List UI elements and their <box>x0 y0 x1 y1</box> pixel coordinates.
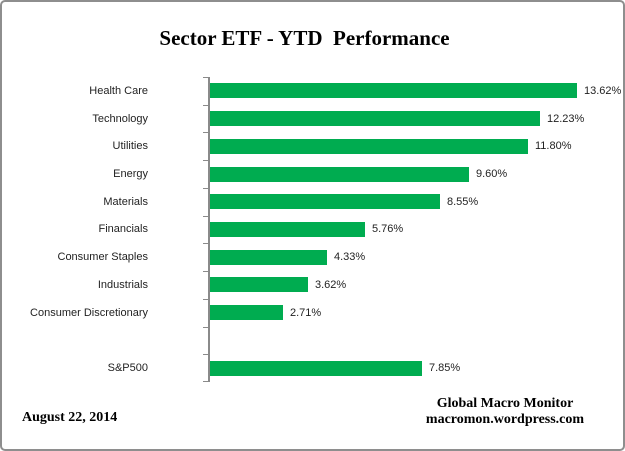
chart-row: Consumer Discretionary 2.71% <box>2 299 623 327</box>
category-label: Consumer Staples <box>57 251 149 264</box>
value-label: 2.71% <box>290 306 322 319</box>
value-label: 11.80% <box>535 140 572 153</box>
credit-source: Global Macro Monitor <box>436 396 574 411</box>
chart-row: Utilities 11.80% <box>2 132 623 160</box>
axis-tick <box>203 160 208 161</box>
bar <box>210 360 422 376</box>
bar <box>210 166 469 182</box>
bar <box>210 305 283 321</box>
axis-tick <box>203 105 208 106</box>
value-label: 13.62% <box>584 84 622 97</box>
chart-row: Materials 8.55% <box>2 188 623 216</box>
category-label: Consumer Discretionary <box>30 306 148 319</box>
bar <box>210 83 577 99</box>
value-label: 8.55% <box>447 195 479 208</box>
category-label: Technology <box>92 112 148 125</box>
category-label <box>2 327 148 355</box>
value-label: 4.33% <box>334 251 366 264</box>
axis-tick <box>203 381 208 382</box>
chart-row: Technology 12.23% <box>2 105 623 133</box>
chart-row: Health Care 13.62% <box>2 77 623 105</box>
axis-tick <box>203 243 208 244</box>
bar <box>210 111 540 127</box>
chart-title: Sector ETF - YTD Performance <box>159 26 450 50</box>
bar <box>210 221 365 237</box>
axis-tick <box>203 354 208 355</box>
chart-row: Energy 9.60% <box>2 160 623 188</box>
bar <box>210 277 308 293</box>
y-axis-line <box>208 77 210 382</box>
chart-row: Industrials 3.62% <box>2 271 623 299</box>
footer-credit: Global Macro Monitor macromon.wordpress.… <box>400 396 610 428</box>
axis-tick <box>203 77 208 78</box>
category-label: Energy <box>113 168 148 181</box>
chart-row <box>2 327 623 355</box>
value-label: 12.23% <box>547 112 585 125</box>
category-label: Materials <box>103 195 148 208</box>
category-label: Financials <box>98 223 148 236</box>
plot-area: Health Care 13.62% Technology 12.23% Utiliti… <box>2 77 623 382</box>
footer-date: August 22, 2014 <box>22 410 118 425</box>
axis-tick <box>203 271 208 272</box>
axis-tick <box>203 188 208 189</box>
value-label: 9.60% <box>476 168 508 181</box>
value-label: 7.85% <box>429 362 461 375</box>
chart-row: S&P500 7.85% <box>2 354 623 382</box>
value-label: 5.76% <box>372 223 404 236</box>
axis-tick <box>203 132 208 133</box>
chart-row: Financials 5.76% <box>2 216 623 244</box>
category-label: Industrials <box>97 278 148 291</box>
axis-tick <box>203 327 208 328</box>
value-label: 3.62% <box>315 278 347 291</box>
axis-tick <box>203 216 208 217</box>
category-label: Health Care <box>89 84 148 97</box>
bar <box>210 249 327 265</box>
axis-tick <box>203 299 208 300</box>
bar <box>210 138 528 154</box>
credit-url: macromon.wordpress.com <box>425 412 585 427</box>
category-label: Utilities <box>112 140 148 153</box>
chart-row: Consumer Staples 4.33% <box>2 243 623 271</box>
bar <box>210 194 440 210</box>
category-label: S&P500 <box>107 362 148 375</box>
